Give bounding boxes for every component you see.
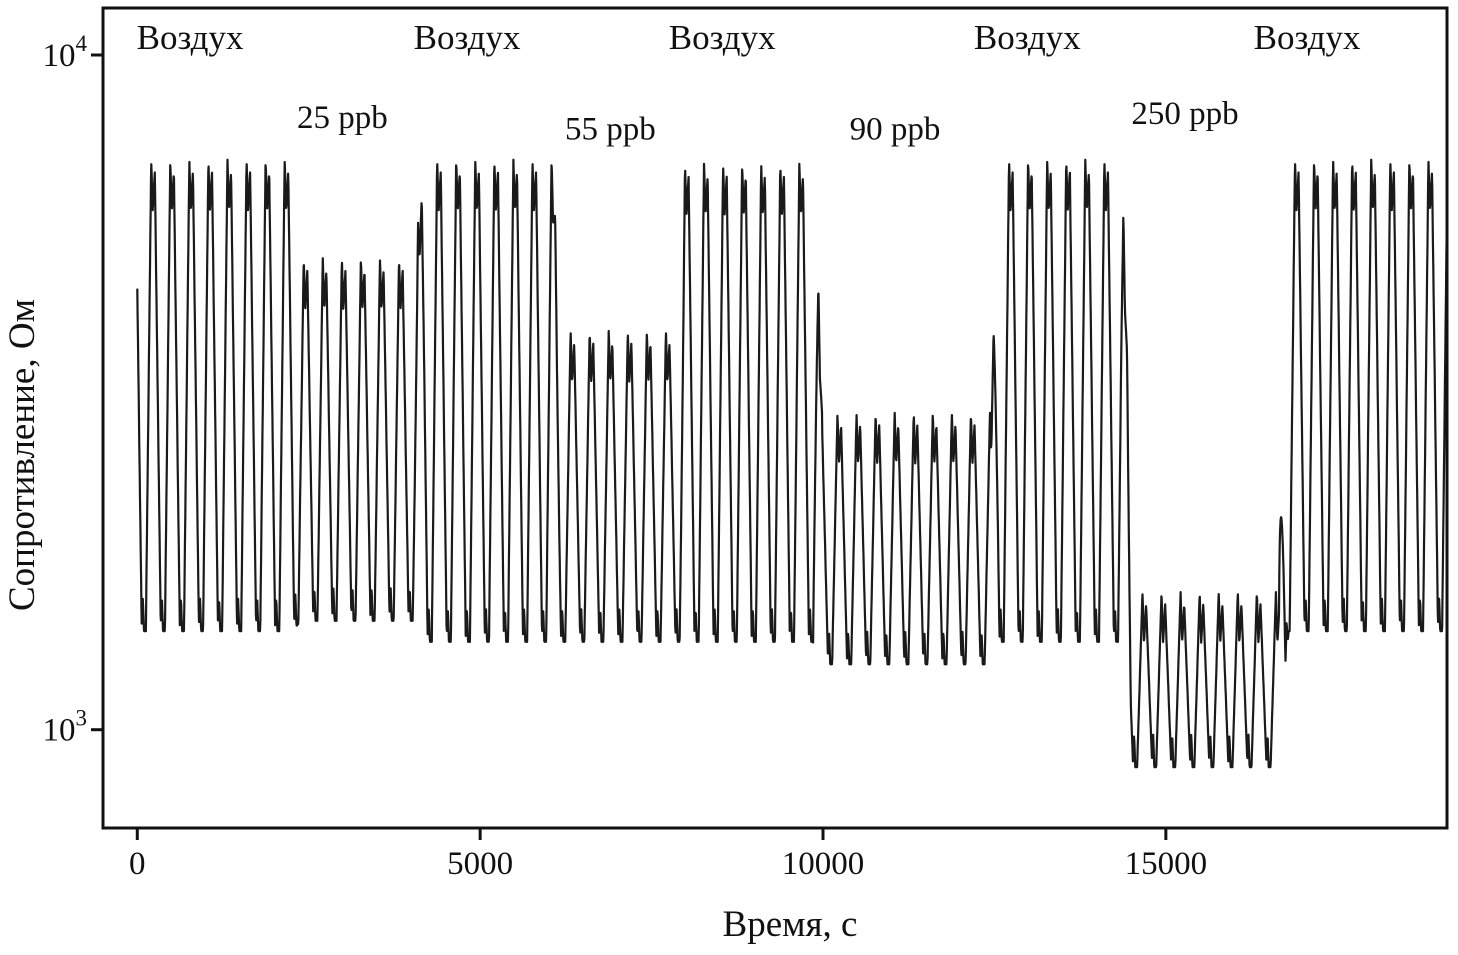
x-tick-label: 5000 — [447, 846, 513, 882]
annotations-group: Воздух Воздух Воздух Воздух Воздух 25 ppb 55 p… — [137, 18, 1361, 147]
annotation-label: 250 ppb — [1131, 96, 1238, 132]
y-axis-title: Сопротивление, Ом — [2, 299, 43, 611]
axes-group — [101, 6, 1449, 830]
ticks-group: 0 5000 10000 15000 103 104 — [43, 31, 1208, 882]
x-tick-label: 10000 — [782, 846, 865, 882]
annotation-label: 90 ppb — [850, 111, 941, 147]
plot-border — [101, 6, 1449, 830]
annotation-label: 25 ppb — [297, 100, 388, 136]
annotation-label: Воздух — [137, 18, 244, 57]
annotation-label: 55 ppb — [565, 111, 656, 147]
annotation-label: Воздух — [669, 18, 776, 57]
y-tick-label: 104 — [43, 31, 88, 74]
annotation-label: Воздух — [974, 18, 1081, 57]
x-tick-label: 0 — [129, 846, 146, 882]
x-tick-label: 15000 — [1125, 846, 1208, 882]
series-group — [136, 158, 1447, 769]
x-axis-title: Время, с — [723, 904, 858, 945]
annotation-label: Воздух — [414, 18, 521, 57]
y-tick-label: 103 — [43, 706, 88, 749]
series-line — [136, 158, 1447, 769]
annotation-label: Воздух — [1254, 18, 1361, 57]
